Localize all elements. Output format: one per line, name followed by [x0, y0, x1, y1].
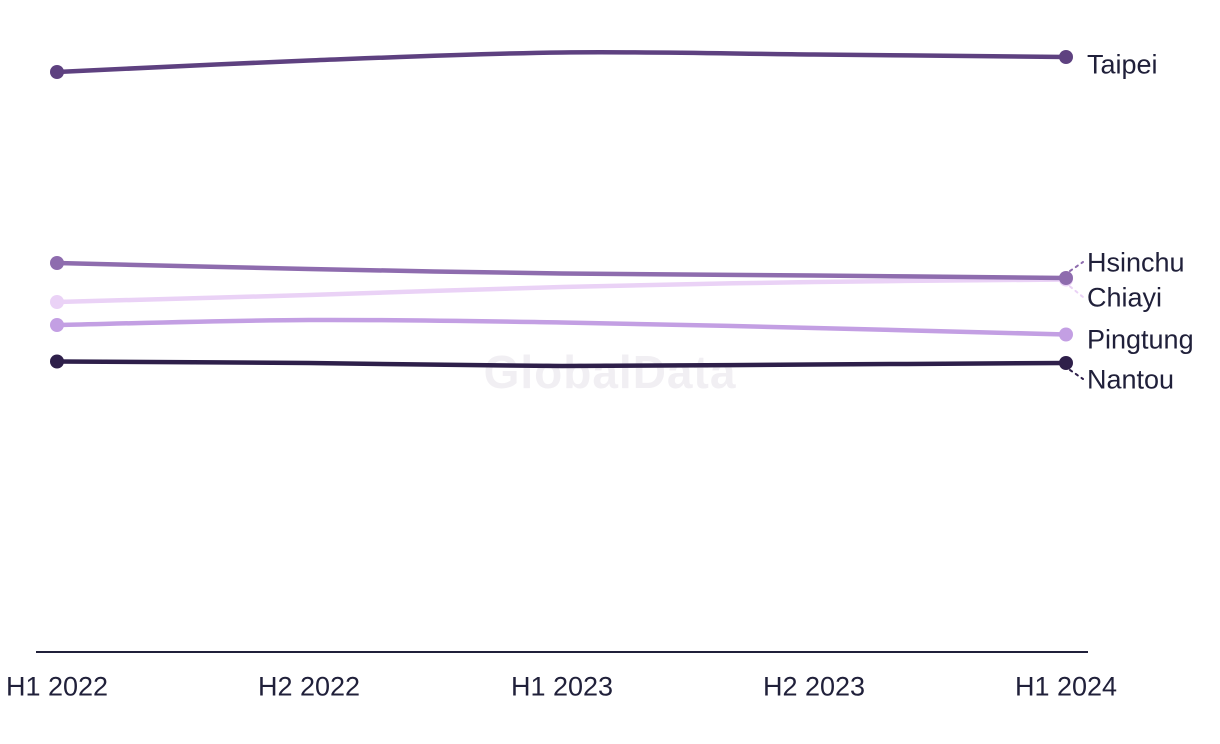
series-end-dot-pingtung	[1059, 327, 1073, 342]
series-line-chiayi	[54, 277, 1069, 305]
series-end-dot-hsinchu	[1059, 271, 1073, 285]
x-axis-tick-label-h1-2024: H1 2024	[1015, 672, 1117, 702]
series-start-dot-hsinchu	[50, 256, 64, 270]
series-line-taipei	[54, 49, 1069, 75]
series-line-nantou	[54, 359, 1069, 369]
x-axis-tick-label-h1-2022: H1 2022	[6, 672, 108, 702]
x-axis-tick-label-h2-2022: H2 2022	[258, 672, 360, 702]
series-line-pingtung	[54, 317, 1069, 337]
series-label-pingtung: Pingtung	[1087, 325, 1194, 355]
series-start-dot-chiayi	[50, 295, 64, 309]
x-axis-tick-label-h2-2023: H2 2023	[763, 672, 865, 702]
series-start-dot-nantou	[50, 354, 64, 369]
series-end-dot-taipei	[1059, 50, 1073, 64]
series-label-hsinchu: Hsinchu	[1087, 248, 1185, 278]
series-label-chiayi: Chiayi	[1087, 283, 1162, 313]
leader-line-hsinchu	[1069, 261, 1084, 272]
leader-line-nantou	[1069, 369, 1084, 380]
series-label-taipei: Taipei	[1087, 50, 1158, 80]
leader-line-chiayi	[1069, 285, 1084, 298]
series-line-hsinchu	[54, 260, 1069, 281]
series-start-dot-pingtung	[50, 318, 64, 332]
x-axis-tick-label-h1-2023: H1 2023	[511, 672, 613, 702]
series-end-dot-nantou	[1059, 356, 1073, 370]
series-label-nantou: Nantou	[1087, 365, 1174, 395]
series-start-dot-taipei	[50, 65, 64, 79]
